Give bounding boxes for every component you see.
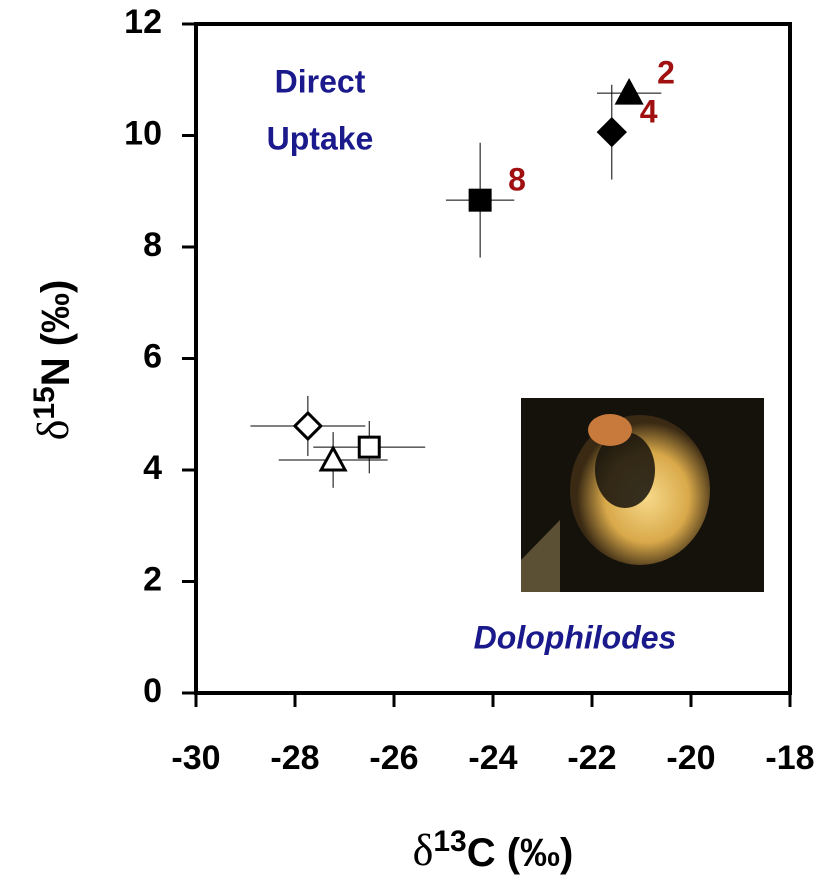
point <box>318 444 348 472</box>
point <box>292 410 323 442</box>
point <box>468 188 492 212</box>
y-tick-label: 6 <box>143 337 162 375</box>
x-axis-label: δ13C (‰) <box>413 825 574 875</box>
x-tick-label: -18 <box>765 739 814 777</box>
y-tick-label: 12 <box>124 3 162 41</box>
annotation: Uptake <box>267 120 374 156</box>
x-tick-label: -30 <box>171 739 220 777</box>
point-label: 4 <box>640 94 658 130</box>
annotation: Dolophilodes <box>474 619 677 655</box>
y-axis-label: δ15N (‰) <box>28 280 78 441</box>
x-axis-label-part: δ <box>413 826 434 875</box>
x-tick-label: -20 <box>666 739 715 777</box>
point-label: 8 <box>508 162 526 198</box>
x-tick-label: -24 <box>468 739 517 777</box>
y-tick-label: 0 <box>143 672 162 710</box>
point <box>596 117 627 148</box>
y-tick-label: 2 <box>143 560 162 598</box>
x-axis-label-part: 13 <box>433 825 466 858</box>
y-tick-label: 4 <box>143 449 162 487</box>
annotation: Direct <box>275 63 366 99</box>
photo <box>521 398 764 592</box>
y-tick-label: 10 <box>124 114 162 152</box>
point <box>614 77 644 105</box>
point-label: 2 <box>657 55 675 91</box>
y-axis-label-part: 15 <box>28 386 61 419</box>
y-axis-label-part: N (‰) <box>34 280 78 387</box>
y-axis-label-part: δ <box>29 420 78 441</box>
x-tick-label: -22 <box>567 739 616 777</box>
x-tick-label: -26 <box>369 739 418 777</box>
plot-frame <box>194 22 792 695</box>
x-axis-label-part: C (‰) <box>467 831 574 875</box>
point <box>357 435 381 459</box>
y-tick-label: 8 <box>143 226 162 264</box>
x-tick-label: -28 <box>270 739 319 777</box>
